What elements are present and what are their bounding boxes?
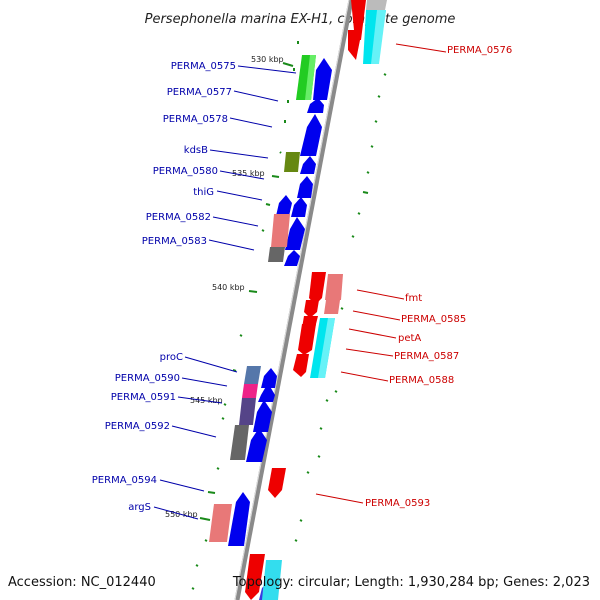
label-PERMA_0594: PERMA_0594 [92, 475, 157, 486]
map-title: Persephonella marina EX-H1, complete gen… [145, 12, 456, 27]
gene-labels-left: PERMA_0575 PERMA_0577 PERMA_0578 kdsB PE… [92, 61, 236, 513]
block-bottom-cyan [262, 560, 282, 600]
gene-PERMA_0583 [285, 217, 305, 250]
label-thiG: thiG [193, 187, 214, 198]
label-PERMA_0585: PERMA_0585 [401, 314, 466, 325]
label-proC: proC [160, 352, 183, 363]
gene-PERMA_0583b [284, 250, 300, 266]
forward-genes [228, 58, 332, 600]
gene-fmt [309, 272, 326, 305]
scale-mark-535: 535 kbp [232, 169, 265, 178]
scale-mark-540: 540 kbp [212, 283, 245, 292]
block-PERMA_0590-magenta [242, 384, 258, 398]
gene-kdsB [300, 156, 316, 174]
gene-PERMA_0582 [276, 195, 292, 216]
gc-ticks-right [294, 73, 387, 542]
block-PERMA_0592-gray [230, 425, 249, 460]
block-PERMA_0582-pink [271, 214, 290, 247]
gene-PERMA_0592 [246, 428, 267, 462]
block-PERMA_0585-pink [324, 300, 340, 314]
block-argS-pink [209, 504, 232, 542]
genome-backbone [234, 0, 354, 600]
label-kdsB: kdsB [184, 145, 208, 156]
label-PERMA_0583: PERMA_0583 [142, 236, 207, 247]
gene-PERMA_0576-head [348, 30, 362, 60]
gene-thiG [291, 197, 307, 217]
accession-text: Accession: NC_012440 [8, 575, 156, 590]
label-argS: argS [128, 502, 151, 513]
label-PERMA_0575: PERMA_0575 [171, 61, 236, 72]
scale-mark-530: 530 kbp [251, 55, 284, 64]
gene-PERMA_0580 [297, 176, 313, 198]
block-PERMA_0587-light [318, 318, 335, 378]
label-PERMA_0592: PERMA_0592 [105, 421, 170, 432]
gene-PERMA_0577 [307, 98, 324, 113]
gene-PERMA_0591 [253, 400, 272, 432]
label-PERMA_0580: PERMA_0580 [153, 166, 218, 177]
gene-PERMA_0593 [268, 468, 286, 498]
gene-PERMA_0587 [298, 324, 316, 355]
block-top-gray [366, 0, 387, 10]
gc-ticks-left [191, 41, 299, 590]
label-PERMA_0593: PERMA_0593 [365, 498, 430, 509]
block-PERMA_0583-gray [268, 247, 285, 262]
gene-labels-right: PERMA_0576 fmt PERMA_0585 petA PERMA_058… [365, 45, 512, 509]
gene-PERMA_0590 [258, 383, 275, 402]
gene-PERMA_0588 [293, 354, 309, 377]
label-PERMA_0576: PERMA_0576 [447, 45, 512, 56]
label-petA: petA [398, 333, 421, 344]
gene-PERMA_0578 [300, 114, 322, 156]
block-kdsB-olive [284, 152, 300, 172]
label-PERMA_0588: PERMA_0588 [389, 375, 454, 386]
block-PERMA_0576-light [371, 10, 386, 64]
feature-blocks-right [262, 0, 387, 600]
leader-lines-left [153, 65, 297, 520]
gene-PERMA_0575 [313, 58, 332, 100]
reverse-genes [245, 0, 366, 600]
gene-PERMA_0585 [304, 300, 319, 318]
gene-bottom-red [245, 554, 265, 600]
feature-blocks-left [209, 55, 316, 542]
genome-summary-text: Topology: circular; Length: 1,930,284 bp… [232, 575, 590, 590]
label-PERMA_0577: PERMA_0577 [167, 87, 232, 98]
leader-lines-right [315, 43, 447, 504]
block-PERMA_0575-light [305, 55, 316, 100]
label-PERMA_0578: PERMA_0578 [163, 114, 228, 125]
block-PERMA_0591-purple [239, 398, 256, 425]
block-fmt-pink [325, 274, 343, 300]
label-PERMA_0587: PERMA_0587 [394, 351, 459, 362]
label-fmt: fmt [405, 293, 422, 304]
gene-proC [261, 368, 277, 388]
label-PERMA_0582: PERMA_0582 [146, 212, 211, 223]
gene-argS [228, 492, 250, 546]
label-PERMA_0590: PERMA_0590 [115, 373, 180, 384]
label-PERMA_0591: PERMA_0591 [111, 392, 176, 403]
block-proC-steel [244, 366, 261, 384]
